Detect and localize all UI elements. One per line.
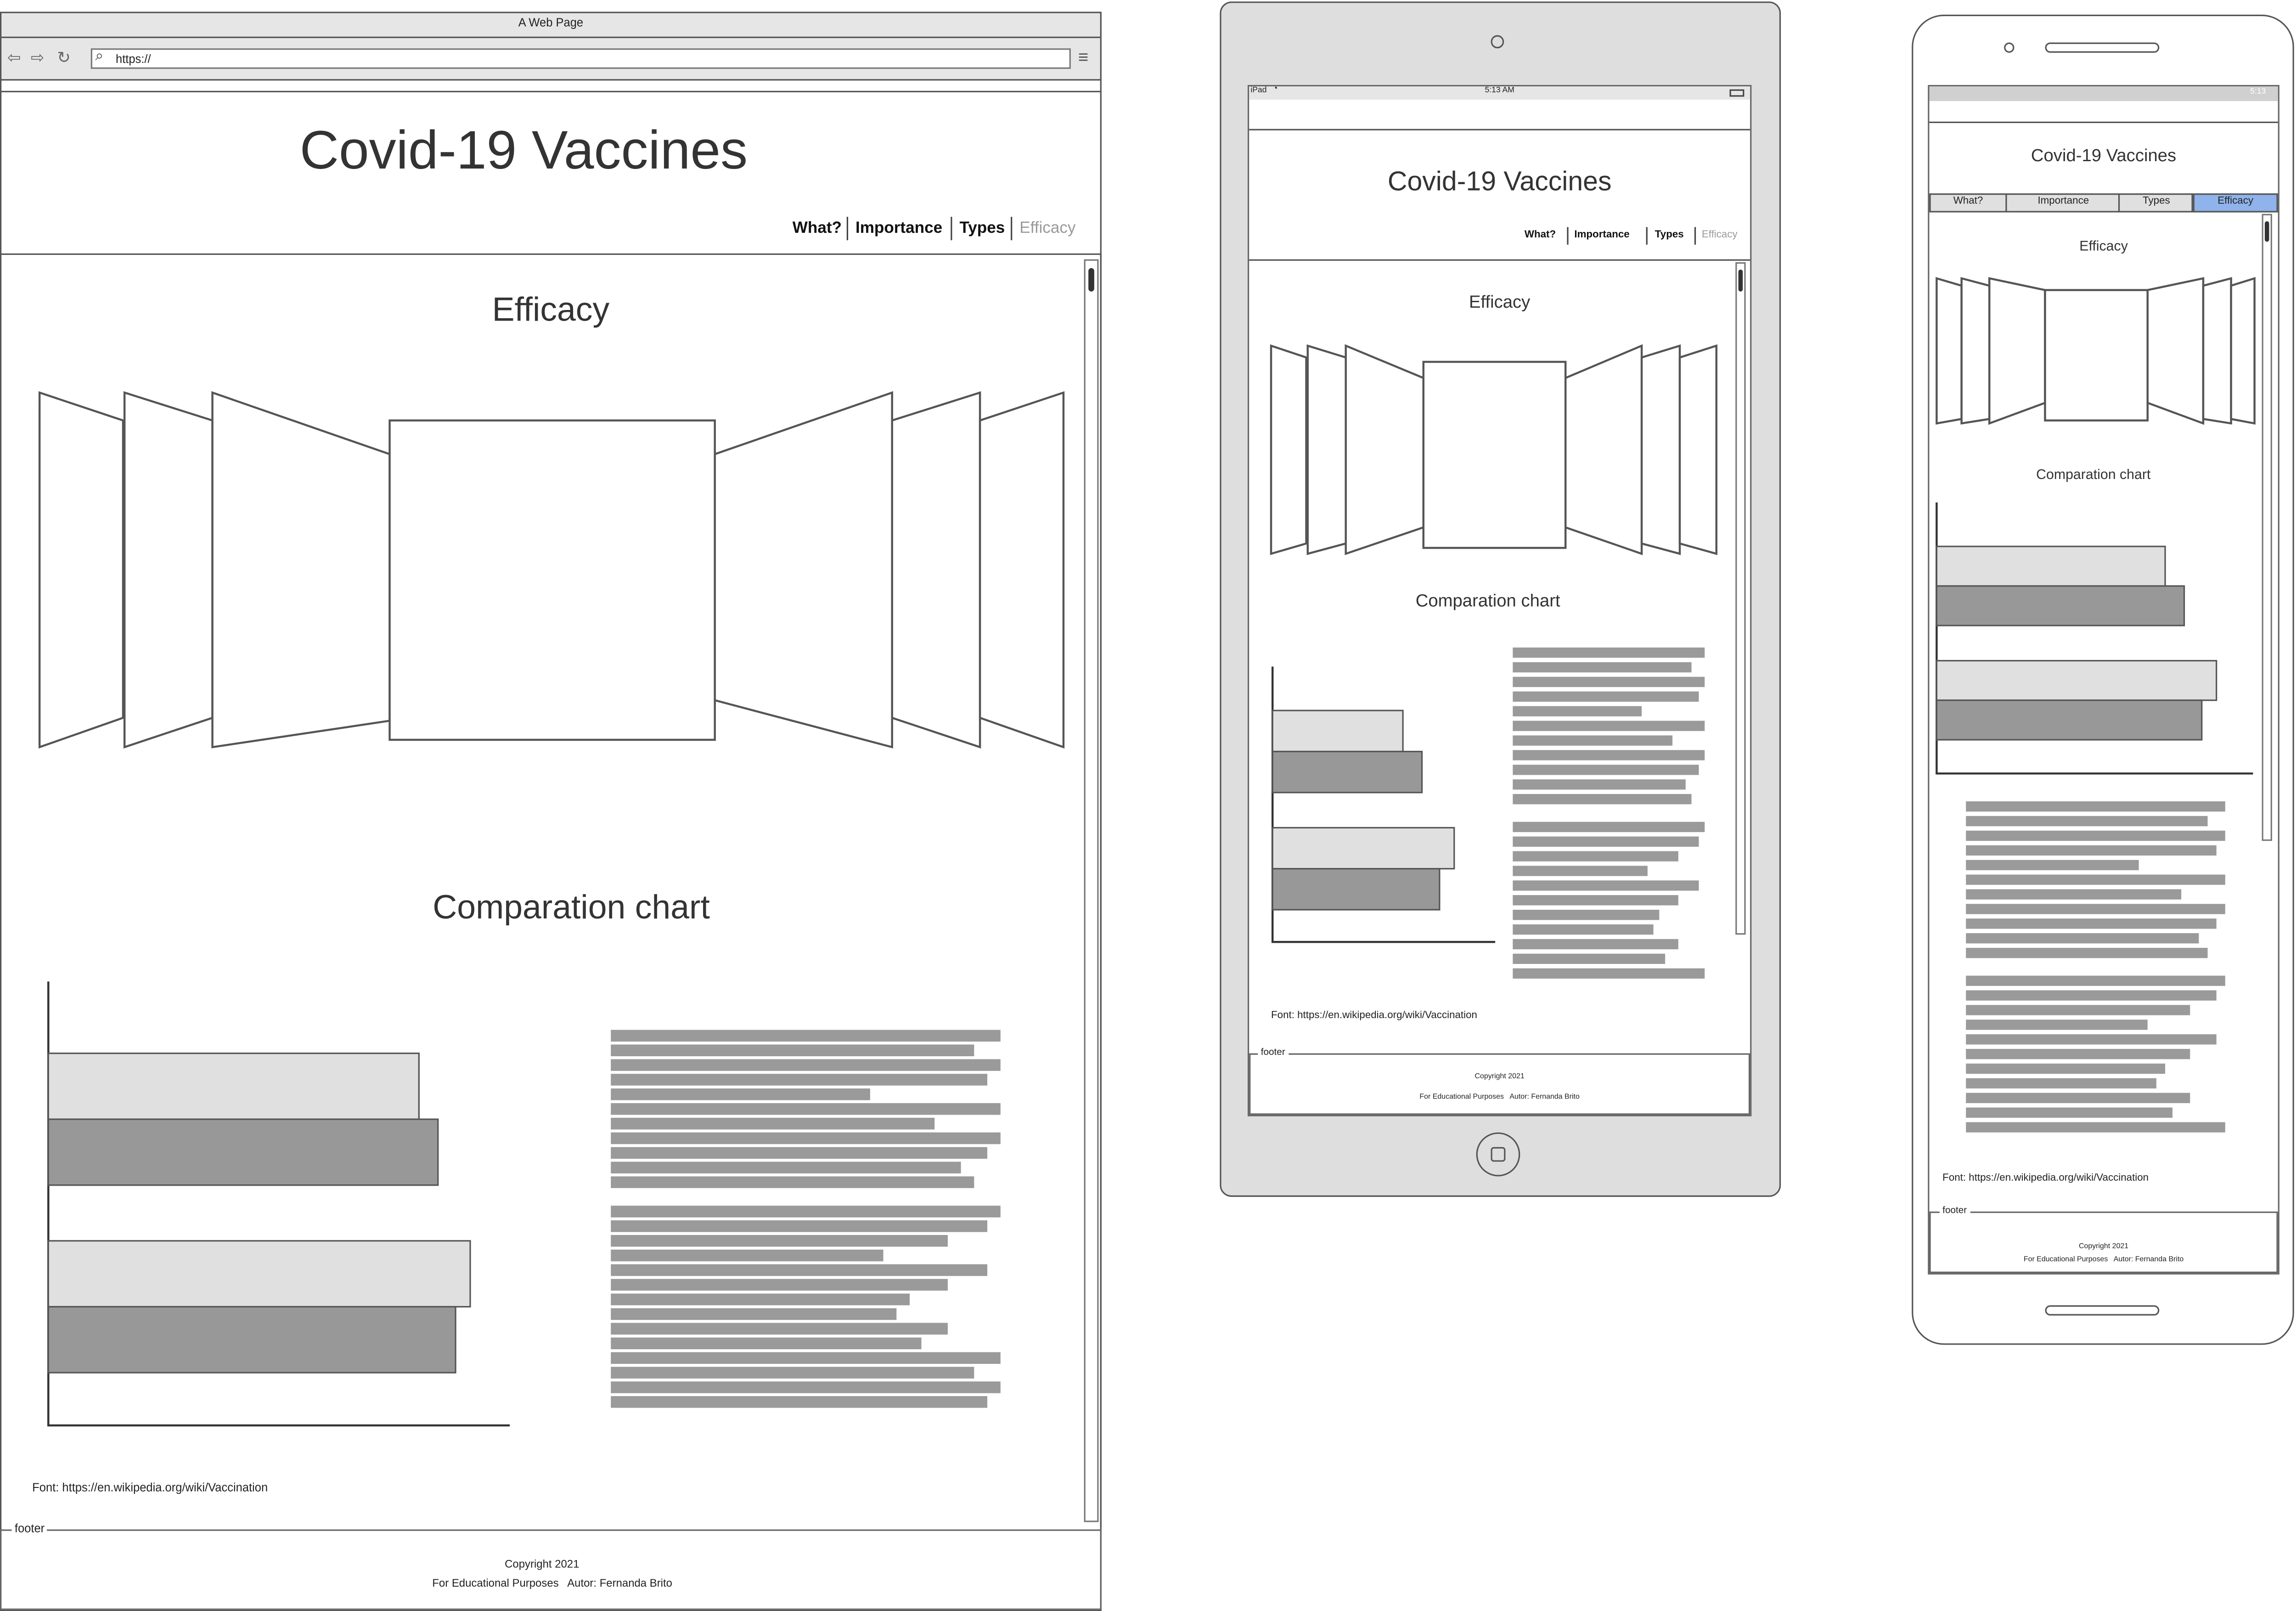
chart-heading: Comparation chart [433, 888, 710, 926]
header-box [0, 90, 1102, 255]
source-link[interactable]: Font: https://en.wikipedia.org/wiki/Vacc… [1942, 1173, 2149, 1184]
phone-screen [1928, 85, 2279, 1275]
header-box [1929, 121, 2278, 193]
battery-icon [1729, 89, 1745, 97]
nav-types[interactable]: Types [959, 220, 1005, 237]
back-icon[interactable]: ⇦ [7, 50, 21, 68]
footer-box [1249, 1053, 1750, 1115]
content-frame [0, 255, 1102, 1527]
footer-legend: footer [1939, 1205, 1970, 1216]
footer-copyright: Copyright 2021 [2078, 1242, 2129, 1251]
forward-icon[interactable]: ⇨ [30, 50, 45, 68]
tablet-camera [1491, 35, 1504, 49]
tablet-wireframe: iPad ◔ 5:13 AM Covid-19 Vaccines What? I… [1217, 0, 1782, 1203]
image-carousel[interactable] [1217, 337, 1781, 557]
scrollbar-thumb[interactable] [2264, 221, 2269, 242]
phone-camera [2004, 42, 2015, 53]
image-carousel[interactable] [0, 381, 1102, 761]
tab-types-label: Types [2143, 196, 2170, 207]
nav-efficacy[interactable]: Efficacy [1701, 230, 1738, 241]
nav-what[interactable]: What? [792, 220, 842, 237]
efficacy-heading: Efficacy [492, 290, 610, 328]
window-title: A Web Page [518, 16, 584, 29]
phone-speaker [2045, 42, 2160, 53]
status-time: 5:13 AM [1485, 86, 1514, 96]
title-bar [0, 11, 1102, 38]
footer-box [1929, 1211, 2278, 1273]
comparison-chart [47, 981, 510, 1427]
status-bar [1249, 86, 1750, 100]
site-title: Covid-19 Vaccines [2031, 145, 2177, 166]
text-placeholder [1966, 801, 2225, 1132]
status-time: 5:13 [2250, 88, 2266, 97]
chart-heading: Comparation chart [1415, 590, 1560, 611]
tab-what-label: What? [1953, 196, 1983, 207]
scrollbar-thumb[interactable] [1088, 268, 1094, 292]
status-bar [1929, 86, 2278, 101]
site-title: Covid-19 Vaccines [1387, 165, 1612, 197]
tab-efficacy-label: Efficacy [2217, 196, 2254, 207]
footer-legend: footer [11, 1522, 48, 1536]
desktop-wireframe: A Web Page ⇦ ⇨ ↻ ⌕ https:// ≡ Covid-19 V… [0, 0, 1107, 1611]
efficacy-heading: Efficacy [1469, 291, 1531, 312]
footer-copyright: Copyright 2021 [505, 1557, 580, 1571]
home-button[interactable] [1476, 1132, 1520, 1177]
nav-importance[interactable]: Importance [1574, 230, 1630, 241]
phone-wireframe: 5:13 Covid-19 Vaccines What? Importance … [1910, 0, 2296, 1350]
efficacy-heading: Efficacy [2079, 238, 2128, 255]
scrollbar-thumb[interactable] [1738, 269, 1743, 292]
tab-types[interactable] [2120, 193, 2193, 213]
scrollbar[interactable] [1084, 259, 1099, 1522]
menu-icon[interactable]: ≡ [1078, 47, 1089, 68]
nav-efficacy[interactable]: Efficacy [1019, 220, 1076, 237]
footer-credits: For Educational Purposes Autor: Fernanda… [432, 1576, 672, 1590]
footer-copyright: Copyright 2021 [1474, 1072, 1525, 1082]
scrollbar[interactable] [2262, 214, 2272, 841]
tab-what[interactable] [1929, 193, 2007, 213]
source-link[interactable]: Font: https://en.wikipedia.org/wiki/Vacc… [32, 1481, 268, 1494]
search-icon: ⌕ [95, 48, 104, 65]
source-link[interactable]: Font: https://en.wikipedia.org/wiki/Vacc… [1271, 1011, 1477, 1021]
comparison-chart [1271, 666, 1496, 943]
address-bar[interactable] [90, 48, 1071, 69]
footer-credits: For Educational Purposes Autor: Fernanda… [1419, 1093, 1580, 1102]
scrollbar[interactable] [1735, 262, 1746, 935]
reload-icon[interactable]: ↻ [57, 50, 71, 68]
site-title: Covid-19 Vaccines [299, 120, 748, 180]
phone-home-bar[interactable] [2045, 1305, 2160, 1316]
tab-efficacy[interactable] [2193, 193, 2278, 213]
image-carousel[interactable] [1910, 271, 2296, 432]
nav-types[interactable]: Types [1654, 230, 1684, 241]
footer-box [0, 1529, 1102, 1610]
header-box [1249, 129, 1750, 261]
footer-credits: For Educational Purposes Autor: Fernanda… [2023, 1255, 2184, 1264]
home-icon [1491, 1147, 1506, 1162]
text-placeholder [1513, 647, 1705, 979]
tab-importance[interactable] [2007, 193, 2120, 213]
status-device: iPad [1250, 86, 1267, 96]
url-text: https:// [116, 52, 151, 66]
wifi-icon: ◔ [1272, 85, 1278, 94]
nav-importance[interactable]: Importance [855, 220, 943, 237]
text-placeholder [611, 1030, 1001, 1408]
nav-what[interactable]: What? [1524, 230, 1556, 241]
footer-legend: footer [1258, 1047, 1289, 1058]
chart-heading: Comparation chart [2036, 467, 2151, 484]
comparison-chart [1936, 502, 2253, 775]
tab-importance-label: Importance [2037, 196, 2089, 207]
